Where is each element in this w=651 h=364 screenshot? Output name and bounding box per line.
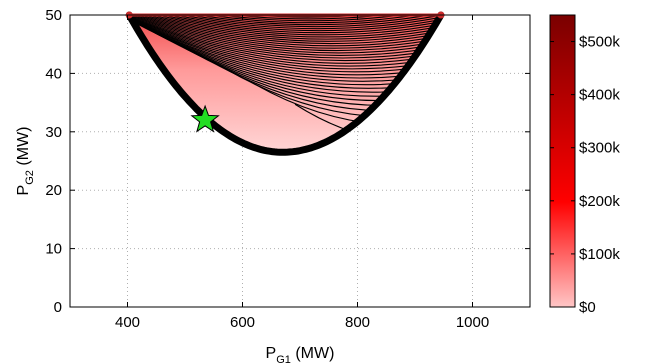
x-tick-label: 600 (230, 314, 255, 331)
contour-line (144, 26, 441, 89)
feasible-region-boundary (125, 11, 445, 156)
contour-line (129, 15, 441, 70)
contour-line (129, 15, 441, 26)
y-tick-label: 30 (45, 124, 62, 141)
contour-line (129, 15, 441, 42)
y-axis-label-sub: G2 (24, 170, 36, 185)
colorbar (549, 14, 576, 308)
y-tick-label: 50 (45, 7, 62, 24)
y-tick-label: 10 (45, 241, 62, 258)
contour-line (129, 15, 441, 59)
contour-line (0, 0, 651, 13)
contour-line (129, 15, 441, 16)
colorbar-tick-label: $100k (579, 246, 620, 263)
contour-line (129, 15, 441, 38)
contour-line (129, 15, 441, 20)
contour-line (129, 15, 441, 34)
contour-line (129, 15, 441, 45)
contour-line (0, 0, 651, 12)
contour-line (0, 0, 651, 10)
y-tick-label: 40 (45, 65, 62, 82)
x-tick-label: 1000 (456, 314, 489, 331)
y-tick-label: 20 (45, 182, 62, 199)
contour-line (129, 15, 441, 40)
contour-line (166, 38, 441, 97)
contour-line (129, 15, 441, 28)
contour-line (129, 15, 441, 24)
y-axis-label-unit: (MW) (15, 127, 32, 171)
contour-line (129, 15, 441, 62)
x-axis-ticks: 400 600 800 1000 (115, 15, 489, 331)
colorbar-tick-label: $200k (579, 193, 620, 210)
contour-line (129, 15, 441, 30)
contour-line (129, 15, 441, 54)
y-tick-label: 0 (54, 299, 62, 316)
colorbar-tick-label: $500k (579, 34, 620, 51)
contour-line (129, 15, 441, 64)
colorbar-tick-label: $300k (579, 140, 620, 157)
x-tick-label: 400 (115, 314, 140, 331)
contour-line (129, 15, 441, 76)
x-axis-label: PG1 (MW) (266, 345, 335, 364)
contour-line (129, 15, 441, 73)
contour-line (154, 32, 441, 93)
y-axis-label-main: P (15, 185, 32, 196)
contour-line (129, 15, 441, 67)
optimum-star-marker (190, 104, 220, 133)
colorbar-tick-label: $400k (579, 87, 620, 104)
x-axis-label-sub: G1 (276, 354, 291, 364)
contour-line (129, 15, 441, 18)
x-axis-label-main: P (266, 345, 277, 362)
contour-line (129, 15, 441, 79)
y-axis-ticks: 0 10 20 30 40 50 (45, 7, 530, 316)
contour-line (129, 15, 441, 49)
colorbar-tick-label: $0 (579, 299, 596, 316)
contour-line (129, 15, 441, 36)
contour-line (129, 15, 441, 22)
contour-line (129, 15, 441, 32)
x-tick-label: 800 (345, 314, 370, 331)
contour-line (134, 21, 441, 86)
contour-lines (0, 0, 651, 143)
contour-line (129, 15, 441, 52)
contour-line (129, 16, 441, 82)
x-axis-label-unit: (MW) (291, 345, 335, 362)
y-axis-label: PG2 (MW) (15, 127, 36, 196)
colorbar-ticks: $0 $100k $200k $300k $400k $500k (550, 34, 620, 316)
contour-line (129, 15, 441, 47)
plot-border (69, 14, 531, 308)
